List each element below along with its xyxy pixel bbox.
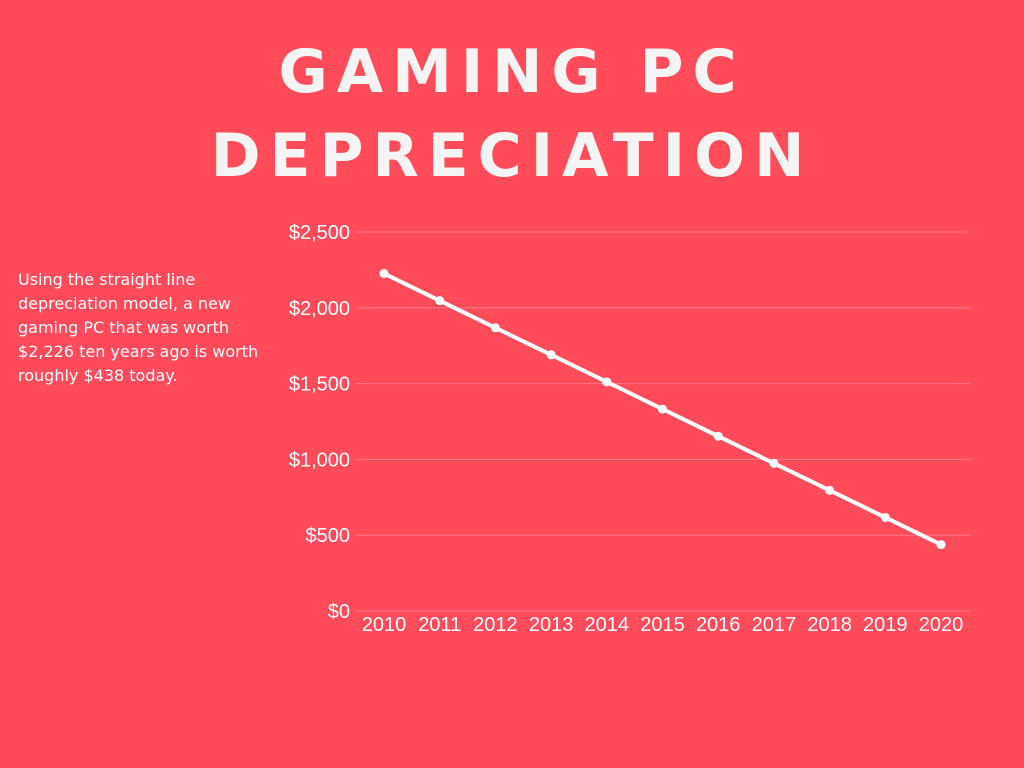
- x-tick-label: 2018: [807, 614, 852, 636]
- title-line-1: GAMING PC: [278, 37, 746, 107]
- x-tick-label: 2011: [418, 614, 461, 636]
- x-tick-label: 2016: [696, 614, 741, 636]
- x-tick-label: 2020: [919, 614, 964, 636]
- x-tick-label: 2012: [473, 614, 518, 636]
- y-tick-label: $2,000: [289, 298, 350, 320]
- data-point: [713, 431, 723, 441]
- data-point: [379, 269, 389, 279]
- series-layer: [379, 269, 946, 550]
- data-point: [435, 296, 445, 306]
- y-tick-label: $0: [328, 601, 350, 623]
- data-point: [825, 485, 835, 495]
- y-tick-label: $1,000: [289, 449, 350, 471]
- x-tick-label: 2014: [585, 614, 630, 636]
- x-axis-ticks: 2010 2011 2012 2013 2014 2015 2016 2017 2018 2019…: [362, 614, 964, 636]
- data-point: [602, 377, 612, 387]
- description-text: Using the straight line depreciation mod…: [18, 270, 259, 385]
- gridlines: [356, 231, 970, 612]
- x-tick-label: 2013: [529, 614, 574, 636]
- y-tick-label: $1,500: [289, 374, 350, 396]
- y-axis-ticks: $0 $500 $1,000 $1,500 $2,000 $2,500: [289, 222, 350, 623]
- x-tick-label: 2019: [863, 614, 908, 636]
- title-line-2: DEPRECIATION: [210, 121, 814, 191]
- data-point: [658, 404, 667, 414]
- x-tick-label: 2015: [640, 614, 685, 636]
- data-point: [546, 350, 556, 360]
- data-point: [936, 540, 946, 550]
- y-tick-label: $500: [306, 525, 351, 547]
- page-title: GAMING PC DEPRECIATION: [0, 30, 1024, 198]
- x-tick-label: 2017: [752, 614, 797, 636]
- data-point: [769, 458, 779, 468]
- y-tick-label: $2,500: [289, 222, 350, 244]
- data-point: [490, 323, 500, 333]
- x-tick-label: 2010: [362, 614, 407, 636]
- data-point: [880, 512, 890, 522]
